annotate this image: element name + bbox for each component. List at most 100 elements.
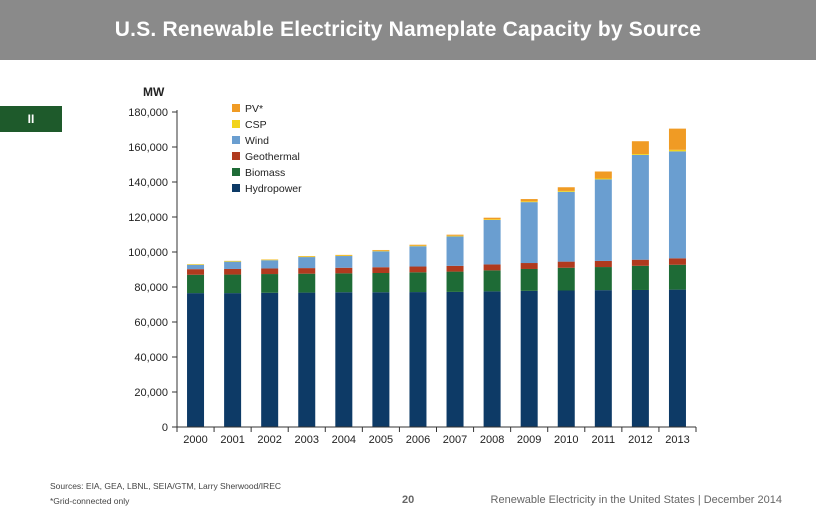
bar-csp-2013 [668,149,686,152]
bar-biomass-2010 [557,267,575,291]
bar-hydropower-2000 [187,293,205,427]
x-tick-label: 2009 [517,434,541,446]
bar-hydropower-2006 [409,292,427,427]
bar-geothermal-2007 [446,265,464,272]
legend-swatch [232,120,240,128]
stacked-bar-chart: MW 0 20,000 40,000 60,000 80,000 100,000 120,0… [128,85,697,446]
section-tab[interactable]: II [0,106,62,132]
bar-csp-2003 [298,256,316,258]
bar-csp-2008 [483,219,501,220]
bar-biomass-2004 [335,273,353,293]
bar-geothermal-2013 [668,258,686,265]
bar-pv-2004 [335,254,353,256]
x-tick-label: 2002 [257,434,281,446]
y-tick-label: 80,000 [134,282,168,294]
y-tick-label: 180,000 [128,107,168,119]
legend-swatch [232,104,240,112]
footer-note: *Grid-connected only [50,496,130,506]
bar-geothermal-2010 [557,261,575,268]
bar-pv-2011 [594,171,612,179]
bar-wind-2012 [631,154,649,260]
x-tick-label: 2011 [591,434,615,446]
bar-biomass-2009 [520,268,538,291]
page-number: 20 [402,494,415,506]
bar-geothermal-2001 [224,268,242,275]
x-tick-label: 2000 [183,434,207,446]
bar-hydropower-2004 [335,292,353,427]
footer-sources: Sources: EIA, GEA, LBNL, SEIA/GTM, Larry… [50,481,281,491]
x-tick-label: 2001 [220,434,244,446]
bar-geothermal-2009 [520,263,538,269]
legend-swatch [232,152,240,160]
bar-geothermal-2008 [483,264,501,271]
x-tick-label: 2010 [554,434,578,446]
bar-csp-2011 [594,178,612,180]
bar-hydropower-2001 [224,293,242,427]
legend: PV* CSP Wind Geothermal Biomass Hydropower [232,103,302,195]
bar-wind-2009 [520,202,538,264]
bar-wind-2005 [372,251,390,268]
x-tick-label: 2007 [443,434,467,446]
bar-csp-2000 [187,264,205,265]
bar-hydropower-2013 [668,289,686,427]
bar-geothermal-2000 [187,269,205,275]
bar-pv-2007 [446,234,464,236]
bar-csp-2009 [520,201,538,203]
bar-wind-2011 [594,179,612,261]
bar-wind-2003 [298,257,316,269]
legend-swatch [232,136,240,144]
bar-wind-2002 [261,260,279,269]
bar-hydropower-2012 [631,289,649,427]
bar-geothermal-2012 [631,259,649,266]
x-tick-label: 2004 [332,434,356,446]
bar-wind-2008 [483,219,501,265]
y-tick-label: 140,000 [128,177,168,189]
bar-biomass-2006 [409,272,427,293]
bar-geothermal-2003 [298,268,316,274]
legend-label: Wind [245,135,269,147]
footer-publication: Renewable Electricity in the United Stat… [490,494,782,506]
x-tick-label: 2006 [406,434,430,446]
legend-label: CSP [245,119,267,131]
bar-biomass-2012 [631,265,649,290]
bar-pv-2008 [483,217,501,220]
x-tick-label: 2013 [665,434,689,446]
bar-csp-2010 [557,190,575,192]
x-tick-label: 2012 [628,434,652,446]
bar-csp-2007 [446,235,464,237]
bar-csp-2012 [631,154,649,155]
bar-csp-2002 [261,259,279,261]
legend-label: Geothermal [245,151,300,163]
bar-hydropower-2011 [594,290,612,427]
x-tick-label: 2005 [369,434,393,446]
bar-biomass-2007 [446,271,464,292]
bar-geothermal-2011 [594,260,612,268]
bar-pv-2005 [372,249,390,251]
bar-geothermal-2002 [261,268,279,275]
y-tick-label: 160,000 [128,142,168,154]
bar-biomass-2008 [483,270,501,292]
bar-hydropower-2002 [261,292,279,427]
bar-pv-2010 [557,187,575,191]
y-tick-label: 40,000 [134,352,168,364]
bar-wind-2010 [557,191,575,262]
bar-csp-2001 [224,261,242,262]
bar-biomass-2001 [224,274,242,294]
legend-swatch [232,168,240,176]
y-tick-label: 100,000 [128,247,168,259]
bar-wind-2007 [446,236,464,266]
x-tick-label: 2003 [295,434,319,446]
bar-csp-2004 [335,255,353,257]
bar-biomass-2000 [187,274,205,294]
y-axis-ticks: 0 20,000 40,000 60,000 80,000 100,000 120,000 1… [128,107,177,434]
bar-pv-2013 [668,128,686,150]
bar-hydropower-2008 [483,291,501,427]
y-tick-label: 60,000 [134,317,168,329]
bar-wind-2000 [187,264,205,270]
bar-geothermal-2005 [372,267,390,273]
bar-pv-2012 [631,141,649,154]
bar-pv-2009 [520,199,538,202]
bar-geothermal-2006 [409,266,427,273]
bar-biomass-2005 [372,273,390,293]
bar-csp-2005 [372,250,390,252]
